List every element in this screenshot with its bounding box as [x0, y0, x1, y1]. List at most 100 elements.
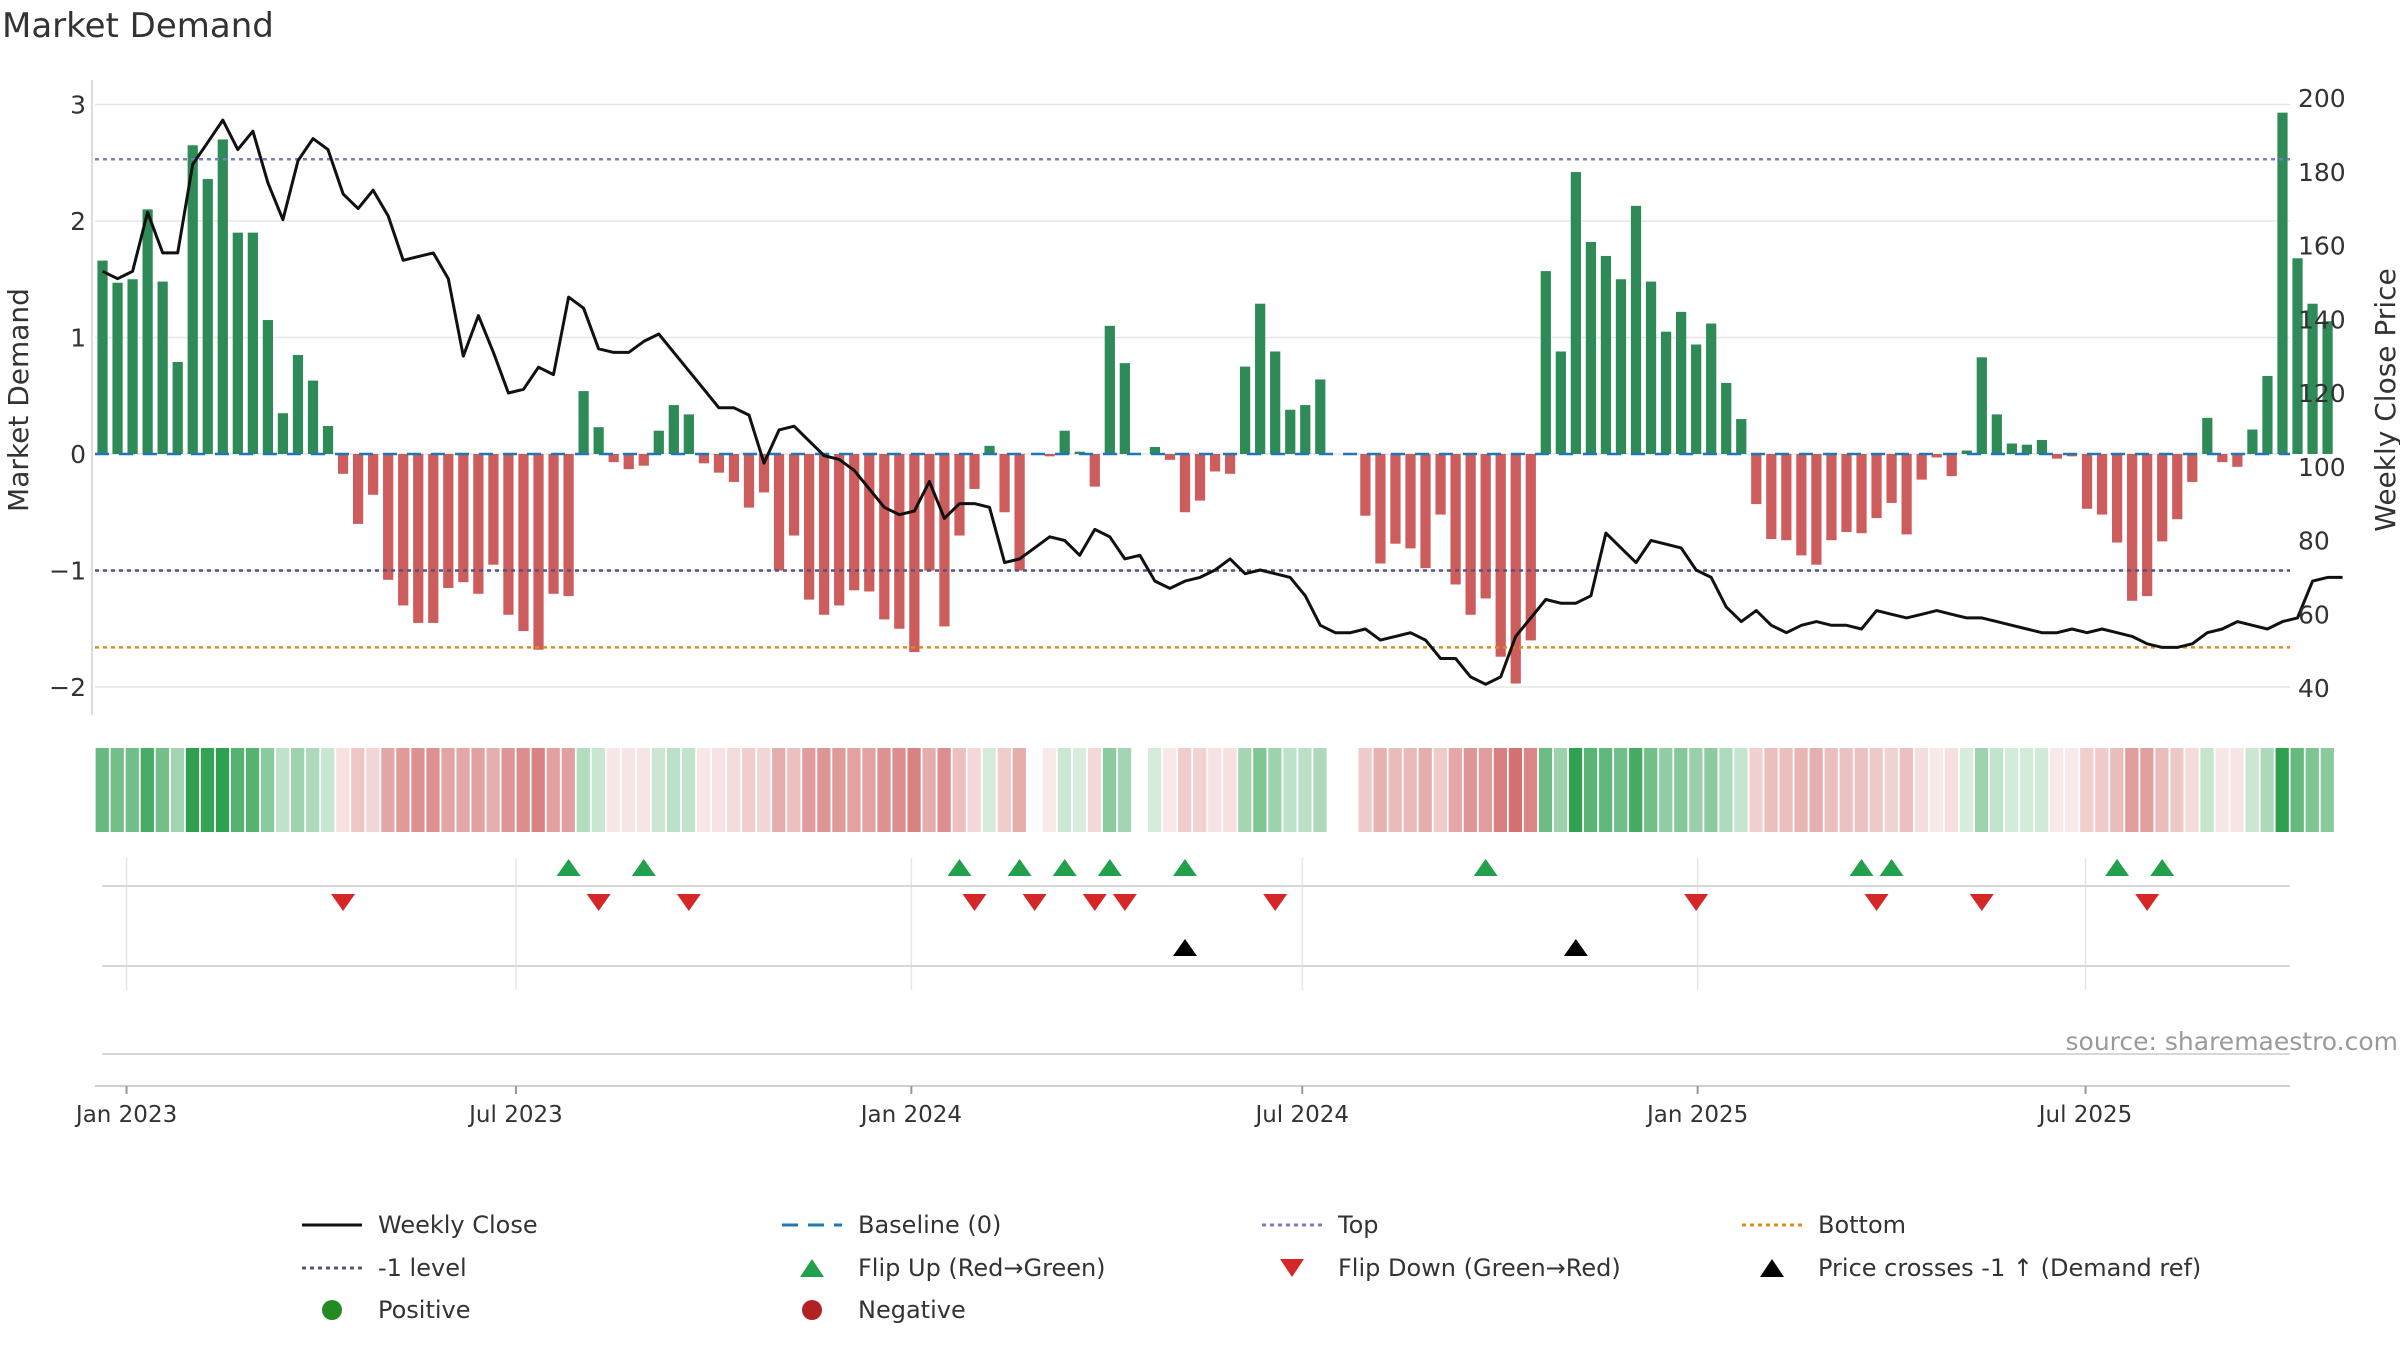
heat-cell — [1283, 748, 1297, 832]
demand-bar — [488, 454, 499, 565]
x-axis: Jan 2023 Jul 2023 Jan 2024 Jul 2024 Jan 2025… — [74, 1085, 2290, 1128]
heat-cell — [892, 748, 906, 832]
heat-cell — [1072, 748, 1087, 832]
price-cross-triangle-icon — [1760, 1258, 1784, 1277]
heat-cell — [576, 748, 590, 832]
heat-cell — [2050, 748, 2064, 832]
demand-bar — [2006, 443, 2017, 454]
demand-bar — [1465, 454, 1476, 615]
heat-cell — [1944, 748, 1959, 832]
demand-bar — [1044, 454, 1055, 457]
heat-cell — [531, 748, 545, 832]
legend-item-price-cross: Price crosses -1 ↑ (Demand ref) — [1740, 1253, 2280, 1283]
heat-cell — [2245, 748, 2259, 832]
legend-label: Top — [1338, 1211, 1379, 1239]
demand-bar — [1946, 454, 1957, 477]
x-tick-label: Jan 2024 — [859, 1102, 962, 1128]
heat-cell — [937, 748, 951, 832]
flip-down-marker — [1082, 894, 1107, 911]
flip-up-marker — [556, 859, 581, 876]
demand-bar — [157, 281, 168, 454]
demand-heat-strip — [95, 748, 2334, 832]
heat-cell — [1373, 748, 1387, 832]
demand-bar — [1104, 325, 1115, 454]
demand-bar — [1525, 454, 1536, 641]
demand-bar — [1405, 454, 1416, 549]
heat-cell — [1117, 748, 1132, 832]
heat-cell — [2004, 748, 2019, 832]
demand-bar — [1916, 454, 1927, 480]
legend-item-weekly-close: Weekly Close — [300, 1210, 780, 1240]
heat-cell — [681, 748, 696, 832]
demand-bar — [2187, 454, 2198, 482]
demand-bar — [1676, 311, 1687, 454]
heat-cell — [832, 748, 846, 832]
demand-bar — [1706, 323, 1717, 454]
demand-bar — [2232, 454, 2243, 467]
demand-bar — [1736, 419, 1747, 454]
heat-cell — [245, 748, 260, 832]
heat-cell — [1087, 748, 1102, 832]
heat-cell — [1719, 748, 1733, 832]
demand-bar — [1540, 271, 1551, 454]
grid-layer — [95, 103, 2290, 990]
heat-cell — [1929, 748, 1944, 832]
heat-cell — [516, 748, 530, 832]
demand-bar — [1255, 303, 1266, 454]
demand-bar — [1841, 454, 1852, 533]
demand-bar — [1285, 409, 1296, 454]
heat-cell — [2155, 748, 2169, 832]
demand-bar — [443, 454, 454, 588]
heat-cell — [2260, 748, 2274, 832]
heat-cell — [215, 748, 230, 832]
heat-cell — [1163, 748, 1177, 832]
demand-bar — [1420, 454, 1431, 569]
heat-cell — [441, 748, 455, 832]
demand-bar — [1450, 454, 1461, 585]
heat-cell — [1839, 748, 1853, 832]
flip-up-marker — [1097, 859, 1122, 876]
axes: 3 2 1 0 −1 −2 200 180 160 140 120 100 80 60 40 — [49, 80, 2346, 715]
demand-bar — [1901, 454, 1912, 535]
demand-bar — [849, 454, 860, 591]
demand-bar — [1149, 447, 1161, 454]
demand-bar — [1645, 281, 1657, 454]
demand-bar — [1931, 454, 1942, 458]
heat-cell — [276, 748, 290, 832]
weekly-close-line — [101, 118, 2343, 686]
demand-bar — [2277, 112, 2288, 454]
legend-item-flip-down: Flip Down (Green→Red) — [1260, 1253, 1740, 1283]
heat-cell — [1057, 748, 1072, 832]
demand-bar — [217, 139, 228, 454]
demand-bar — [924, 454, 935, 571]
heat-cell — [2290, 748, 2304, 832]
flip-down-marker — [1263, 894, 1288, 911]
heat-cell — [351, 748, 365, 832]
heat-cell — [606, 748, 620, 832]
demand-bar — [1660, 331, 1672, 454]
heat-cell — [696, 748, 711, 832]
demand-bar — [1570, 172, 1581, 454]
heat-cell — [1253, 748, 1267, 832]
demand-bars — [97, 112, 2333, 684]
heat-cell — [1553, 748, 1568, 832]
heat-cell — [1388, 748, 1402, 832]
heat-cell — [1448, 748, 1462, 832]
heat-cell — [651, 748, 666, 832]
heat-cell — [1989, 748, 2004, 832]
heat-cell — [1644, 748, 1658, 832]
demand-bar — [262, 320, 274, 454]
demand-bar — [758, 454, 770, 493]
heat-cell — [1884, 748, 1898, 832]
heat-cell — [802, 748, 816, 832]
heat-cell — [1794, 748, 1808, 832]
y-axis-label: Market Demand — [2, 288, 35, 512]
demand-bar — [788, 454, 800, 536]
heat-cell — [952, 748, 966, 832]
demand-bar — [2111, 454, 2123, 543]
demand-bar — [1615, 279, 1627, 454]
demand-bar — [1014, 454, 1025, 571]
demand-bar — [1300, 405, 1311, 454]
positive-dot-icon — [322, 1300, 342, 1321]
demand-bar — [1781, 454, 1792, 541]
